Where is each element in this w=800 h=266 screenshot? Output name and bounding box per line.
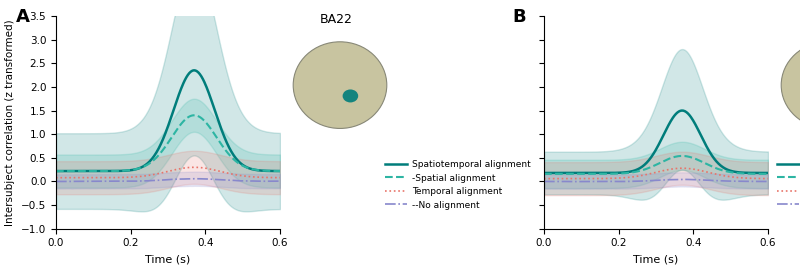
X-axis label: Time (s): Time (s) xyxy=(634,254,678,264)
X-axis label: Time (s): Time (s) xyxy=(146,254,190,264)
Ellipse shape xyxy=(342,89,358,102)
Legend: Spatiotemporal alignment, -Spatial alignment, Temporal alignment, --No alignment: Spatiotemporal alignment, -Spatial align… xyxy=(777,160,800,210)
Text: A: A xyxy=(16,8,30,26)
Text: BA22: BA22 xyxy=(319,13,353,26)
Y-axis label: Intersubject correlation (z transformed): Intersubject correlation (z transformed) xyxy=(6,19,15,226)
Ellipse shape xyxy=(294,42,387,128)
Ellipse shape xyxy=(782,42,800,128)
Text: B: B xyxy=(512,8,526,26)
Legend: Spatiotemporal alignment, -Spatial alignment, Temporal alignment, --No alignment: Spatiotemporal alignment, -Spatial align… xyxy=(385,160,530,210)
